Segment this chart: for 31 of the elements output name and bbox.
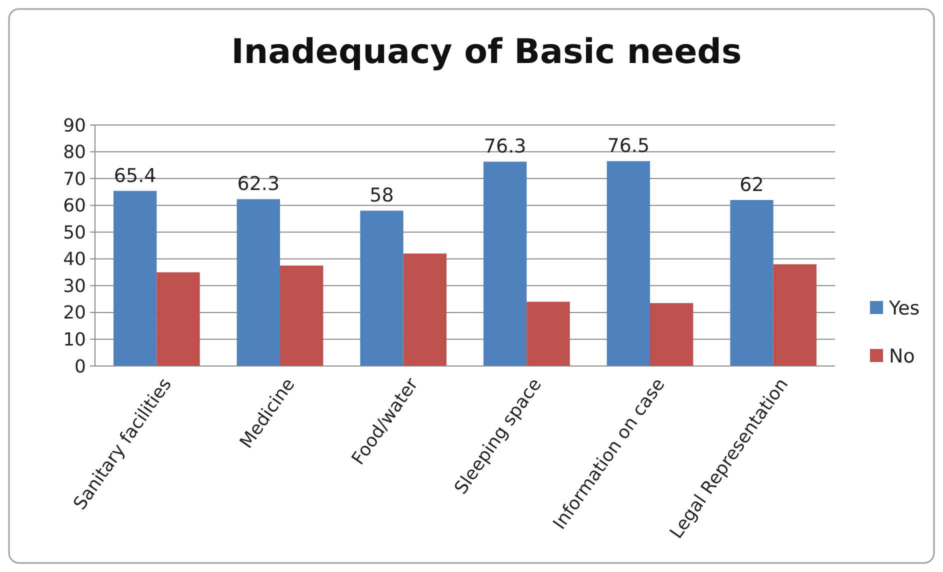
bar xyxy=(114,190,157,366)
legend-label: No xyxy=(889,346,915,368)
y-tick-label: 20 xyxy=(63,302,86,324)
y-tick-label: 50 xyxy=(63,222,86,244)
y-tick-label: 40 xyxy=(63,249,86,270)
bar xyxy=(280,266,324,366)
bar xyxy=(403,254,446,366)
bar xyxy=(730,200,774,366)
data-label: 76.5 xyxy=(607,135,650,158)
y-tick-label: 10 xyxy=(63,330,86,351)
y-tick-label: 90 xyxy=(63,115,86,136)
bar xyxy=(650,303,694,366)
y-tick-label: 60 xyxy=(63,196,86,217)
bar xyxy=(484,162,527,366)
data-label: 62 xyxy=(740,174,764,196)
data-label: 58 xyxy=(370,184,394,207)
bar xyxy=(236,199,280,366)
bar xyxy=(156,272,200,366)
data-label: 76.3 xyxy=(484,136,526,158)
bar xyxy=(773,264,816,366)
bar xyxy=(606,161,650,366)
y-tick-label: 30 xyxy=(63,276,86,297)
data-label: 65.4 xyxy=(114,164,156,187)
y-tick-label: 70 xyxy=(63,168,86,190)
data-label: 62.3 xyxy=(237,173,280,196)
y-tick-label: 80 xyxy=(63,142,86,164)
chart-title: Inadequacy of Basic needs xyxy=(231,32,742,72)
bar xyxy=(526,302,570,366)
legend-label: Yes xyxy=(888,298,920,320)
y-tick-label: 0 xyxy=(74,356,86,378)
bar xyxy=(360,210,404,366)
